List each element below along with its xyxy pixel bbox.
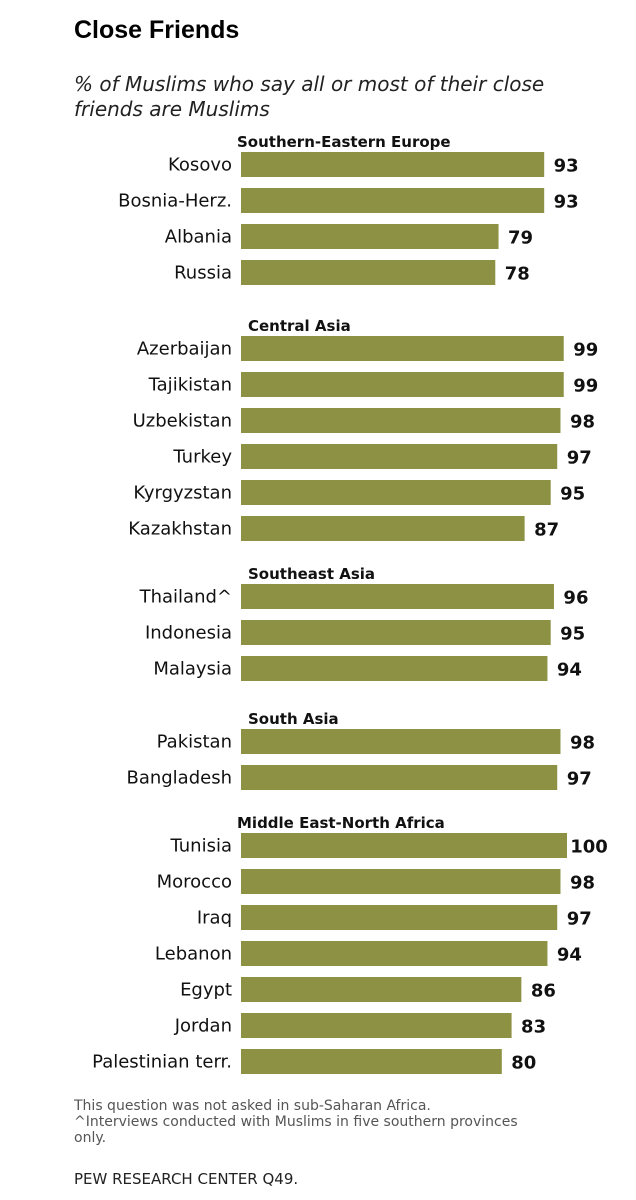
data-label: 95: [560, 624, 585, 645]
bar: [241, 188, 545, 213]
category-label: Tajikistan: [148, 375, 232, 396]
data-label: 83: [521, 1017, 546, 1038]
source-note: PEW RESEARCH CENTER Q49.: [74, 1170, 299, 1188]
bar: [241, 224, 499, 249]
category-label: Lebanon: [155, 944, 232, 965]
bar-chart: Southern-Eastern Europe Kosovo 93 Bosnia-He…: [92, 133, 608, 1074]
data-label: 93: [554, 156, 579, 177]
bar: [241, 729, 561, 754]
bar: [241, 1013, 512, 1038]
chart-subtitle: % of Muslims who say all or most of thei…: [74, 72, 545, 121]
bar: [241, 584, 554, 609]
bar: [241, 869, 561, 894]
data-label: 94: [557, 660, 582, 681]
data-label: 98: [570, 412, 595, 433]
bar: [241, 977, 522, 1002]
category-label: Malaysia: [153, 659, 232, 680]
bar: [241, 372, 564, 397]
category-label: Kyrgyzstan: [133, 483, 232, 504]
category-label: Kosovo: [168, 155, 232, 176]
data-label: 99: [573, 376, 598, 397]
bar: [241, 336, 564, 361]
data-label: 97: [567, 909, 592, 930]
data-label: 98: [570, 733, 595, 754]
category-label: Tunisia: [170, 836, 233, 857]
category-label: Azerbaijan: [137, 339, 232, 360]
data-label: 94: [557, 945, 582, 966]
category-label: Albania: [165, 227, 232, 248]
data-label: 93: [554, 192, 579, 213]
data-label: 100: [570, 837, 608, 858]
data-label: 86: [531, 981, 556, 1002]
category-label: Pakistan: [157, 732, 232, 753]
data-label: 87: [534, 520, 559, 541]
bar: [241, 765, 558, 790]
footnote-sub-saharan: This question was not asked in sub-Sahar…: [74, 1098, 431, 1114]
chart-title: Close Friends: [74, 16, 240, 44]
category-label: Kazakhstan: [128, 519, 232, 540]
category-label: Uzbekistan: [133, 411, 232, 432]
bar: [241, 833, 567, 858]
bar: [241, 260, 496, 285]
category-label: Indonesia: [145, 623, 232, 644]
category-label: Egypt: [180, 980, 232, 1001]
data-label: 79: [508, 228, 533, 249]
footnotes: This question was not asked in sub-Sahar…: [74, 1098, 554, 1146]
bar: [241, 941, 548, 966]
data-label: 80: [511, 1053, 536, 1074]
category-label: Morocco: [157, 872, 232, 893]
bar: [241, 1049, 502, 1074]
category-label: Palestinian terr.: [92, 1052, 232, 1073]
footnote-thailand: ^Interviews conducted with Muslims in fi…: [74, 1114, 518, 1146]
data-label: 97: [567, 448, 592, 469]
category-label: Thailand^: [139, 587, 232, 608]
bar: [241, 152, 545, 177]
bar: [241, 905, 558, 930]
bar: [241, 620, 551, 645]
group-label: Southern-Eastern Europe: [237, 133, 451, 151]
category-label: Bosnia-Herz.: [118, 191, 232, 212]
group-label: Southeast Asia: [248, 565, 375, 583]
bar: [241, 444, 558, 469]
data-label: 95: [560, 484, 585, 505]
category-label: Jordan: [174, 1016, 232, 1037]
group-label: Middle East-North Africa: [237, 814, 445, 832]
group-label: Central Asia: [248, 317, 351, 335]
category-label: Russia: [174, 263, 232, 284]
category-label: Turkey: [172, 447, 232, 468]
group-label: South Asia: [248, 710, 339, 728]
bar: [241, 408, 561, 433]
data-label: 97: [567, 769, 592, 790]
category-label: Iraq: [197, 908, 232, 929]
data-label: 99: [573, 340, 598, 361]
bar: [241, 480, 551, 505]
category-label: Bangladesh: [126, 768, 232, 789]
data-label: 96: [563, 588, 588, 609]
data-label: 78: [505, 264, 530, 285]
bar: [241, 516, 525, 541]
data-label: 98: [570, 873, 595, 894]
bar: [241, 656, 548, 681]
